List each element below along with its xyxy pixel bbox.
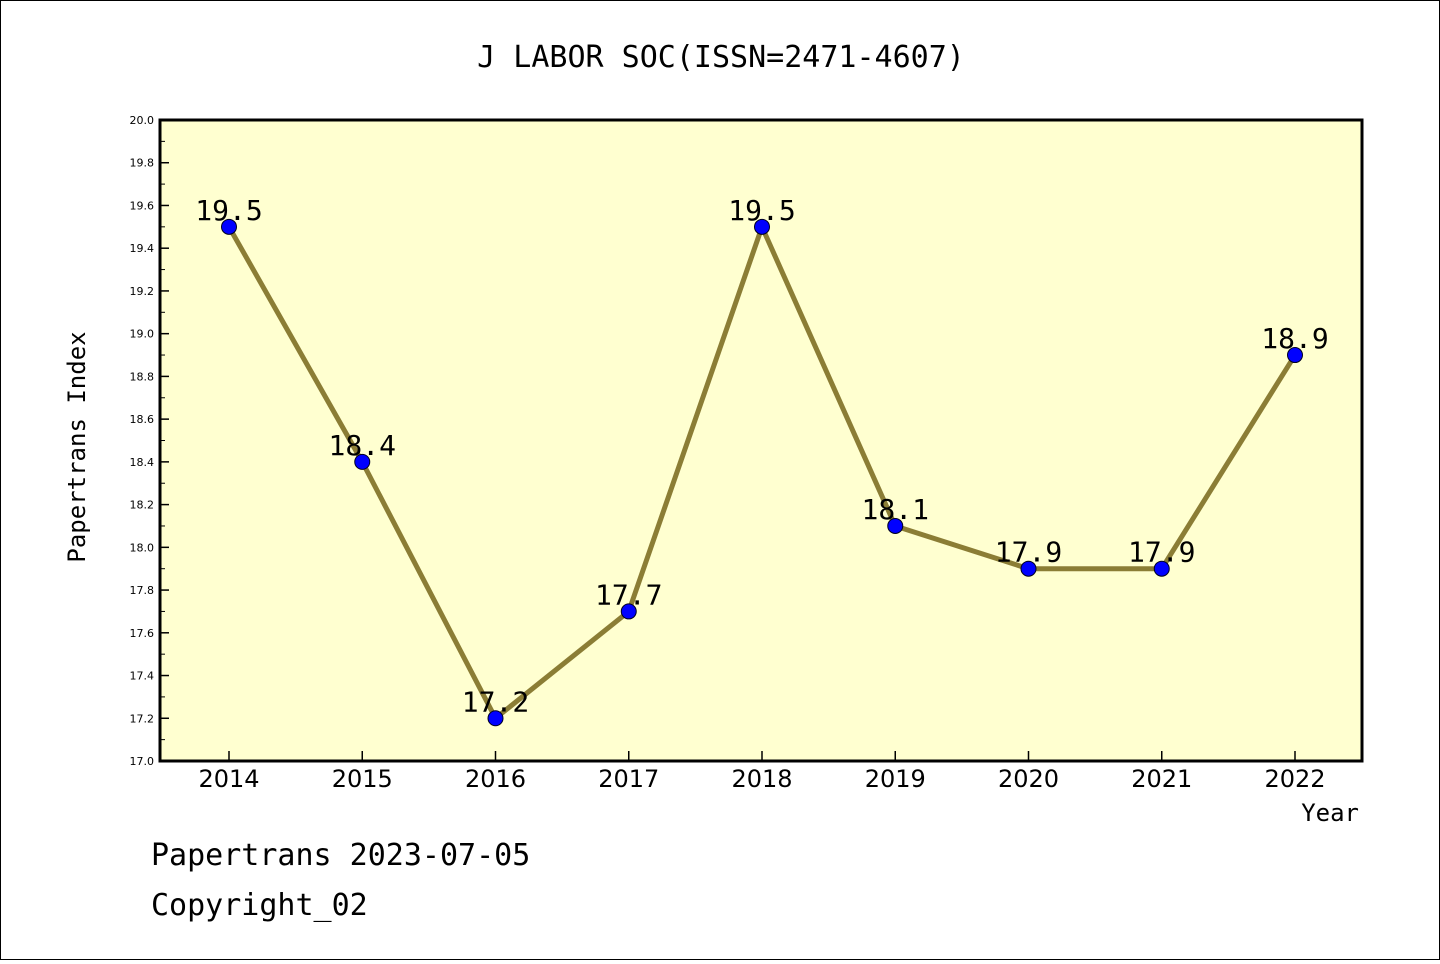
data-label: 19.5 bbox=[728, 194, 795, 227]
data-label-group: 19.5 18.4 17.2 17.7 19.5 18.1 17.9 17.9 18.9 bbox=[195, 194, 1328, 718]
x-tick-label: 2016 bbox=[465, 765, 526, 793]
data-point-marker bbox=[354, 453, 371, 470]
data-label: 18.9 bbox=[1261, 322, 1328, 355]
data-label: 17.9 bbox=[1128, 536, 1195, 569]
x-tick-label: 2017 bbox=[598, 765, 659, 793]
data-point-marker bbox=[620, 603, 637, 620]
y-tick-label: 19.6 bbox=[130, 199, 155, 212]
x-tick-label: 2019 bbox=[865, 765, 926, 793]
data-label: 17.2 bbox=[462, 685, 529, 718]
marker-group bbox=[221, 218, 1303, 727]
x-axis-label: Year bbox=[1301, 799, 1359, 827]
data-point-marker bbox=[1287, 347, 1303, 364]
y-tick-label: 17.4 bbox=[130, 670, 155, 683]
y-tick-label: 18.2 bbox=[130, 499, 155, 512]
y-axis-label: Papertrans Index bbox=[63, 331, 91, 562]
data-label: 18.4 bbox=[329, 429, 396, 462]
data-label: 18.1 bbox=[862, 493, 929, 526]
y-axis: 17.0 17.2 17.4 17.6 17.8 18.0 18.2 18.4 18.6 18.8… bbox=[130, 114, 169, 768]
y-tick-label: 18.0 bbox=[130, 541, 155, 554]
y-tick-label: 18.4 bbox=[130, 456, 155, 469]
data-label: 19.5 bbox=[195, 194, 262, 227]
x-tick-label: 2020 bbox=[998, 765, 1059, 793]
y-tick-label: 19.2 bbox=[130, 285, 155, 298]
data-point-marker bbox=[887, 517, 904, 534]
y-tick-label: 20.0 bbox=[130, 114, 155, 127]
x-tick-label: 2022 bbox=[1264, 765, 1325, 793]
x-tick-label: 2014 bbox=[198, 765, 259, 793]
y-tick-label: 17.2 bbox=[130, 712, 155, 725]
data-label: 17.7 bbox=[595, 578, 662, 611]
data-label: 17.9 bbox=[995, 536, 1062, 569]
x-tick-label: 2021 bbox=[1131, 765, 1192, 793]
y-tick-label: 17.6 bbox=[130, 627, 155, 640]
data-point-marker bbox=[221, 218, 237, 235]
footer-copyright: Copyright_02 bbox=[151, 888, 368, 923]
y-tick-label: 18.6 bbox=[130, 413, 155, 426]
data-point-marker bbox=[487, 710, 504, 727]
y-tick-label: 18.8 bbox=[130, 370, 155, 383]
data-point-marker bbox=[1020, 560, 1037, 577]
y-tick-label: 19.8 bbox=[130, 157, 155, 170]
data-point-marker bbox=[754, 218, 770, 235]
x-axis: 2014 2015 2016 2017 2018 2019 2020 2021 2022 bbox=[198, 751, 1326, 793]
x-tick-label: 2015 bbox=[332, 765, 393, 793]
y-tick-label: 17.8 bbox=[130, 584, 155, 597]
x-tick-label: 2018 bbox=[731, 765, 792, 793]
y-tick-label: 17.0 bbox=[130, 755, 155, 768]
chart-title: J LABOR SOC(ISSN=2471-4607) bbox=[477, 40, 965, 75]
y-tick-label: 19.4 bbox=[130, 242, 155, 255]
data-point-marker bbox=[1153, 560, 1170, 577]
footer-date: Papertrans 2023-07-05 bbox=[151, 838, 530, 873]
y-tick-label: 19.0 bbox=[130, 328, 155, 341]
